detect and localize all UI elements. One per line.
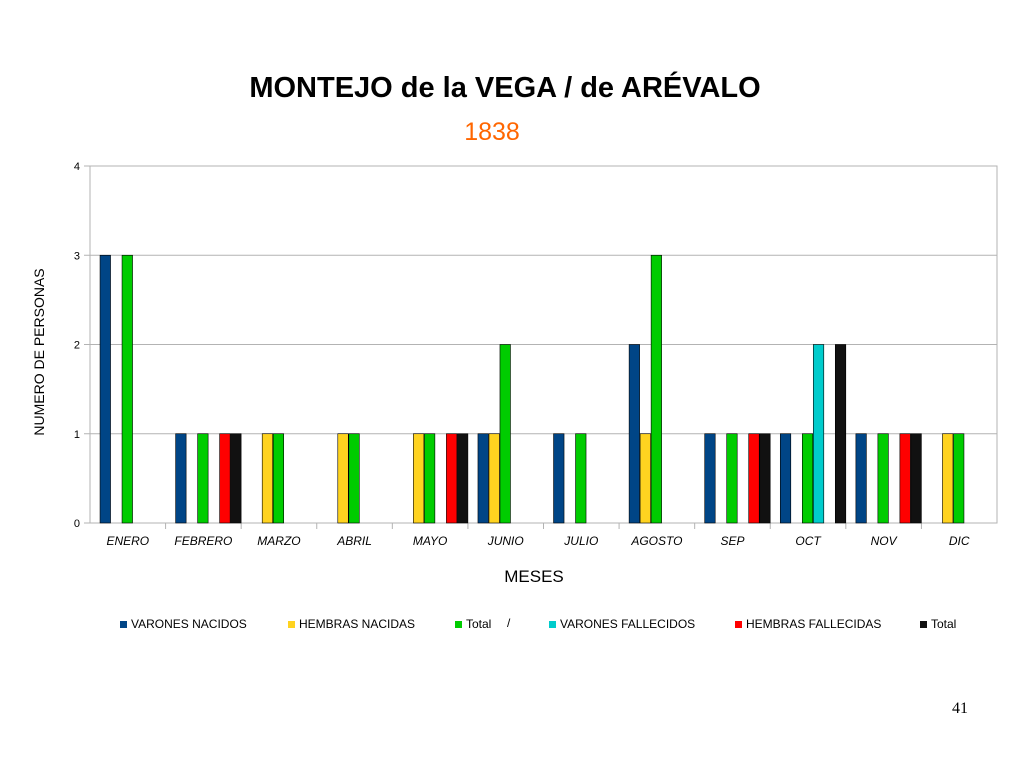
legend-item: Total <box>920 614 956 634</box>
x-tick-label: MARZO <box>257 534 300 548</box>
bar <box>575 433 587 524</box>
bar <box>121 254 133 524</box>
x-tick-label: NOV <box>871 534 898 548</box>
bar <box>348 433 360 524</box>
bar <box>499 344 511 524</box>
x-tick-label: JUNIO <box>487 534 524 548</box>
bar <box>628 344 640 524</box>
bar <box>801 433 814 524</box>
bar <box>219 433 231 524</box>
bar <box>337 433 349 524</box>
x-tick-label: AGOSTO <box>630 534 682 548</box>
bar <box>477 433 489 524</box>
x-axis-title: MESES <box>504 567 564 586</box>
legend-label: VARONES FALLECIDOS <box>560 617 696 631</box>
legend-item: VARONES FALLECIDOS <box>549 614 695 634</box>
bar <box>650 254 662 524</box>
x-tick-label: MAYO <box>413 534 447 548</box>
bar <box>639 433 651 524</box>
bar <box>488 433 500 524</box>
bar <box>197 433 209 524</box>
bar <box>899 433 911 524</box>
bar <box>834 344 847 524</box>
bar <box>261 433 274 524</box>
bar <box>99 254 111 524</box>
y-tick-label: 4 <box>74 161 80 173</box>
slide-subtitle: 1838 <box>464 118 520 146</box>
bar <box>446 433 458 524</box>
x-tick-label: JULIO <box>563 534 598 548</box>
bar <box>942 433 954 524</box>
y-axis-title: NUMERO DE PERSONAS <box>31 268 47 435</box>
page-number: 41 <box>952 700 968 717</box>
legend-item: HEMBRAS FALLECIDAS <box>735 614 881 634</box>
bar <box>910 433 922 524</box>
legend-label: Total <box>931 617 957 631</box>
bar <box>877 433 889 524</box>
x-tick-label: DIC <box>949 534 970 548</box>
legend-swatch <box>920 620 927 628</box>
bar <box>855 433 867 524</box>
legend-label: VARONES NACIDOS <box>131 617 247 631</box>
legend-separator: / <box>507 616 511 630</box>
x-tick-label: FEBRERO <box>174 534 232 548</box>
bar <box>457 433 469 524</box>
x-tick-label: OCT <box>795 534 822 548</box>
chart-legend: VARONES NACIDOS HEMBRAS NACIDAS Total VARON… <box>0 614 1024 634</box>
legend-swatch <box>455 620 462 628</box>
x-tick-label: SEP <box>720 534 744 548</box>
bar <box>413 433 425 524</box>
x-tick-label: ABRIL <box>336 534 372 548</box>
legend-item: Total <box>455 614 491 634</box>
bar <box>553 433 565 524</box>
bar <box>748 433 760 524</box>
bar <box>272 433 285 524</box>
bar <box>230 433 242 524</box>
bar <box>726 433 738 524</box>
x-tick-label: ENERO <box>106 534 149 548</box>
legend-swatch <box>120 620 127 628</box>
y-tick-label: 3 <box>74 250 80 262</box>
bar <box>175 433 187 524</box>
legend-swatch <box>549 620 556 628</box>
legend-label: HEMBRAS FALLECIDAS <box>746 617 882 631</box>
legend-swatch <box>735 620 742 628</box>
legend-label: HEMBRAS NACIDAS <box>299 617 416 631</box>
bar <box>759 433 771 524</box>
y-tick-label: 0 <box>74 518 80 530</box>
y-tick-label: 2 <box>74 340 80 352</box>
legend-item: HEMBRAS NACIDAS <box>288 614 415 634</box>
slide-title: MONTEJO de la VEGA / de ARÉVALO <box>249 72 761 104</box>
legend-swatch <box>288 620 295 628</box>
bar <box>812 344 825 524</box>
bar <box>704 433 716 524</box>
bar <box>779 433 792 524</box>
legend-label: Total <box>466 617 492 631</box>
legend-item: VARONES NACIDOS <box>120 614 247 634</box>
bar <box>424 433 436 524</box>
y-tick-label: 1 <box>74 429 80 441</box>
bar <box>953 433 965 524</box>
